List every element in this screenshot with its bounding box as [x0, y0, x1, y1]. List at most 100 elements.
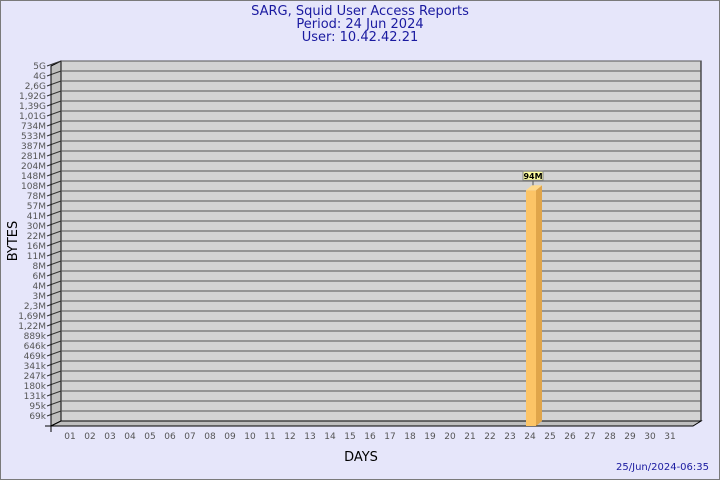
y-tick-label: 11M: [27, 252, 46, 262]
x-tick-label: 11: [264, 432, 275, 442]
y-tick-label: 180k: [24, 382, 47, 392]
y-tick: [46, 280, 62, 287]
y-tick: [46, 250, 62, 257]
y-tick: [46, 400, 62, 407]
y-tick-label: 16M: [27, 242, 46, 252]
x-tick-label: 29: [624, 432, 636, 442]
y-tick-label: 341k: [24, 362, 47, 372]
x-tick-label: 14: [324, 432, 336, 442]
y-tick-label: 4M: [33, 282, 47, 292]
y-tick-label: 148M: [21, 172, 46, 182]
x-tick-label: 12: [284, 432, 295, 442]
bar-top-day-24: [526, 185, 542, 191]
x-tick-label: 20: [444, 432, 456, 442]
y-tick-label: 387M: [21, 142, 46, 152]
chart-period: Period: 24 Jun 2024: [296, 17, 424, 32]
y-tick-label: 6M: [33, 272, 47, 282]
y-tick: [46, 330, 62, 337]
y-tick: [46, 130, 62, 137]
y-tick-label: 889k: [24, 332, 47, 342]
y-tick: [46, 360, 62, 367]
x-tick-label: 31: [664, 432, 675, 442]
y-tick: [46, 300, 62, 307]
y-tick-label: 22M: [27, 232, 46, 242]
x-tick-label: 25: [544, 432, 555, 442]
y-tick: [46, 290, 62, 297]
y-tick: [46, 110, 62, 117]
x-tick-label: 06: [164, 432, 176, 442]
x-tick-label: 28: [604, 432, 616, 442]
timestamp: 25/Jun/2024-06:35: [616, 462, 709, 473]
y-tick-label: 3M: [33, 292, 47, 302]
x-tick-label: 10: [244, 432, 256, 442]
y-tick: [46, 410, 62, 417]
y-tick: [46, 80, 62, 87]
y-tick-label: 646k: [24, 342, 47, 352]
y-tick-label: 247k: [24, 372, 47, 382]
x-tick-label: 03: [104, 432, 115, 442]
y-tick-label: 57M: [27, 202, 46, 212]
floor: [50, 420, 703, 427]
y-tick-label: 1,92G: [19, 92, 46, 102]
y-tick: [46, 310, 62, 317]
y-tick: [46, 370, 62, 377]
x-tick-label: 18: [404, 432, 416, 442]
y-tick-label: 41M: [27, 212, 46, 222]
chart-user: User: 10.42.42.21: [301, 30, 419, 45]
y-tick: [46, 170, 62, 177]
x-tick-label: 24: [524, 432, 536, 442]
y-tick: [46, 220, 62, 227]
bar-day-24: [526, 190, 536, 426]
y-tick-label: 30M: [27, 222, 46, 232]
x-tick-label: 30: [644, 432, 656, 442]
y-tick-label: 131k: [24, 392, 47, 402]
y-tick: [46, 200, 62, 207]
x-axis-title: DAYS: [344, 450, 378, 465]
y-tick: [46, 190, 62, 197]
x-tick-label: 08: [204, 432, 216, 442]
bar-side-day-24: [536, 185, 542, 426]
y-tick: [46, 160, 62, 167]
y-tick: [46, 120, 62, 127]
y-tick: [46, 70, 62, 77]
y-tick: [46, 90, 62, 97]
y-tick-label: 78M: [27, 192, 46, 202]
x-tick-label: 27: [584, 432, 595, 442]
y-tick: [46, 230, 62, 237]
y-tick-label: 108M: [21, 182, 46, 192]
y-tick-label: 734M: [21, 122, 46, 132]
y-tick-label: 1,39G: [19, 102, 46, 112]
y-tick: [46, 380, 62, 387]
data-label: 94M: [523, 172, 542, 181]
y-tick-label: 69k: [29, 412, 46, 422]
y-tick: [46, 140, 62, 147]
y-tick-label: 1,01G: [19, 112, 46, 122]
y-tick-label: 2,3M: [24, 302, 46, 312]
y-tick-label: 8M: [33, 262, 47, 272]
y-tick-label: 4G: [33, 72, 46, 82]
y-tick-label: 469k: [24, 352, 47, 362]
x-tick-label: 05: [144, 432, 155, 442]
x-tick-label: 15: [344, 432, 355, 442]
y-tick: [46, 60, 62, 67]
x-tick-label: 09: [224, 432, 236, 442]
y-tick-label: 281M: [21, 152, 46, 162]
y-tick-label: 204M: [21, 162, 46, 172]
y-tick: [46, 320, 62, 327]
y-tick-label: 1,22M: [18, 322, 46, 332]
x-tick-label: 19: [424, 432, 436, 442]
y-tick: [46, 100, 62, 107]
y-tick: [46, 390, 62, 397]
x-tick-label: 16: [364, 432, 376, 442]
y-tick: [46, 270, 62, 277]
y-tick: [46, 340, 62, 347]
data-label-box: [522, 170, 544, 181]
x-tick-label: 23: [504, 432, 515, 442]
x-tick-label: 02: [84, 432, 95, 442]
x-tick-label: 26: [564, 432, 576, 442]
y-tick: [46, 150, 62, 157]
y-axis-title: BYTES: [6, 221, 21, 262]
x-tick-label: 01: [64, 432, 75, 442]
